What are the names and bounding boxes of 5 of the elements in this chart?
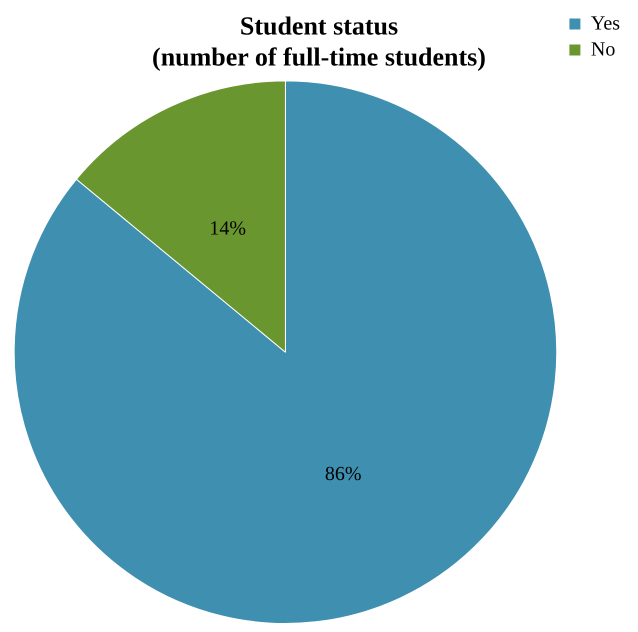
data-label: 86% bbox=[324, 463, 362, 486]
chart-title: Student status (number of full-time students) bbox=[152, 11, 486, 72]
data-label: 14% bbox=[209, 218, 246, 240]
legend-label: Yes bbox=[590, 12, 620, 34]
legend-label: No bbox=[590, 38, 616, 60]
